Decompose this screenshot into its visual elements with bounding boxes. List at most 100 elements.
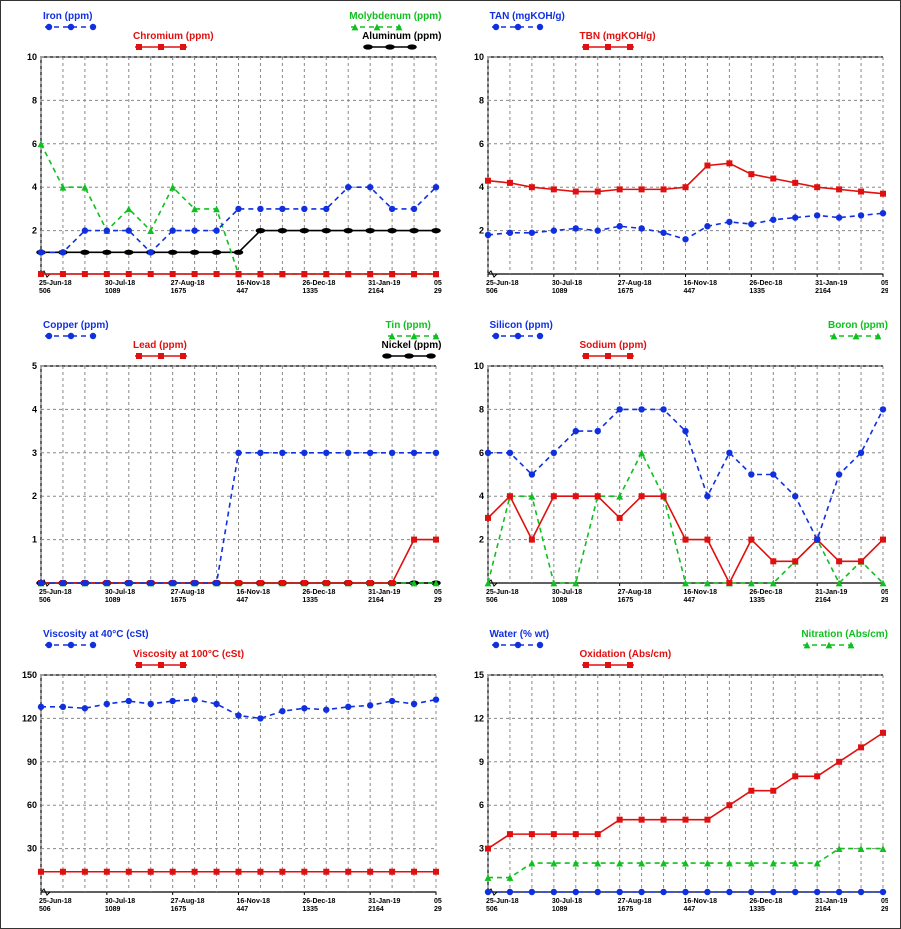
svg-text:31-Jan-19: 31-Jan-19: [815, 280, 847, 287]
svg-text:2: 2: [478, 226, 483, 236]
legend-item-blue: Iron (ppm): [43, 11, 99, 31]
svg-text:30-Jul-18: 30-Jul-18: [551, 280, 581, 287]
legend-label: Tin (ppm): [386, 320, 431, 331]
svg-text:6: 6: [478, 139, 483, 149]
svg-text:2934: 2934: [881, 597, 889, 604]
svg-text:25-Jun-18: 25-Jun-18: [486, 589, 519, 596]
svg-text:1089: 1089: [551, 597, 567, 604]
legend-label: Copper (ppm): [43, 320, 109, 331]
svg-text:447: 447: [683, 288, 695, 295]
legend-swatch: [801, 641, 857, 649]
svg-text:1089: 1089: [105, 597, 121, 604]
legend-item-green: Tin (ppm): [386, 320, 442, 340]
svg-text:8: 8: [478, 404, 483, 414]
svg-text:16-Nov-18: 16-Nov-18: [237, 589, 271, 596]
svg-text:27-Aug-18: 27-Aug-18: [617, 898, 651, 905]
chart-legend: TAN (mgKOH/g) TBN (mgKOH/g): [460, 11, 889, 53]
legend-label: Viscosity at 100°C (cSt): [133, 649, 244, 660]
legend-label: Boron (ppm): [828, 320, 888, 331]
svg-text:506: 506: [486, 597, 498, 604]
svg-text:30-Jul-18: 30-Jul-18: [105, 898, 135, 905]
svg-text:120: 120: [22, 713, 37, 723]
svg-text:2934: 2934: [434, 288, 442, 295]
svg-text:8: 8: [478, 95, 483, 105]
svg-text:25-Jun-18: 25-Jun-18: [486, 898, 519, 905]
legend-item-blue: TAN (mgKOH/g): [490, 11, 565, 31]
legend-swatch: [43, 23, 99, 31]
svg-text:1335: 1335: [749, 288, 765, 295]
svg-text:1089: 1089: [551, 906, 567, 913]
svg-text:26-Dec-18: 26-Dec-18: [302, 898, 335, 905]
plot-metals2: 1234525-Jun-1850630-Jul-18108927-Aug-181…: [13, 362, 442, 609]
chart-legend: Viscosity at 40°C (cSt) Viscosity at 100…: [13, 629, 442, 671]
svg-text:31-Jan-19: 31-Jan-19: [368, 589, 400, 596]
svg-text:90: 90: [27, 757, 37, 767]
svg-text:1089: 1089: [105, 288, 121, 295]
svg-text:447: 447: [683, 906, 695, 913]
legend-label: Lead (ppm): [133, 340, 187, 351]
chart-legend: Water (% wt) Nitration (Abs/cm) Oxidatio…: [460, 629, 889, 671]
legend-label: Nitration (Abs/cm): [801, 629, 888, 640]
svg-text:506: 506: [39, 288, 51, 295]
svg-text:2934: 2934: [434, 906, 442, 913]
svg-text:1335: 1335: [749, 906, 765, 913]
svg-text:1675: 1675: [617, 597, 633, 604]
svg-text:2934: 2934: [881, 906, 889, 913]
svg-text:16-Nov-18: 16-Nov-18: [237, 898, 271, 905]
legend-swatch: [43, 641, 99, 649]
plot-tan_tbn: 24681025-Jun-1850630-Jul-18108927-Aug-18…: [460, 53, 889, 300]
svg-text:4: 4: [32, 404, 37, 414]
svg-text:05-Mar-19: 05-Mar-19: [434, 280, 442, 287]
svg-text:25-Jun-18: 25-Jun-18: [39, 280, 72, 287]
svg-text:05-Mar-19: 05-Mar-19: [434, 898, 442, 905]
chart-legend: Silicon (ppm) Boron (ppm) Sodium (ppm): [460, 320, 889, 362]
svg-text:16-Nov-18: 16-Nov-18: [683, 589, 717, 596]
svg-text:26-Dec-18: 26-Dec-18: [302, 589, 335, 596]
svg-text:6: 6: [478, 448, 483, 458]
legend-swatch: [580, 352, 636, 360]
legend-item-red: Viscosity at 100°C (cSt): [133, 649, 244, 669]
panel-water_ox_nit: Water (% wt) Nitration (Abs/cm) Oxidatio…: [460, 629, 889, 918]
svg-text:31-Jan-19: 31-Jan-19: [815, 589, 847, 596]
legend-swatch: [133, 43, 189, 51]
svg-text:447: 447: [237, 597, 249, 604]
svg-text:2164: 2164: [368, 288, 384, 295]
legend-item-red: TBN (mgKOH/g): [580, 31, 656, 51]
svg-text:6: 6: [478, 800, 483, 810]
svg-text:3: 3: [478, 844, 483, 854]
legend-swatch: [580, 661, 636, 669]
svg-text:506: 506: [39, 597, 51, 604]
legend-item-blue: Silicon (ppm): [490, 320, 553, 340]
legend-label: TAN (mgKOH/g): [490, 11, 565, 22]
svg-text:2934: 2934: [434, 597, 442, 604]
legend-label: Molybdenum (ppm): [349, 11, 441, 22]
svg-text:1675: 1675: [171, 288, 187, 295]
legend-item-green: Boron (ppm): [828, 320, 888, 340]
svg-text:1089: 1089: [105, 906, 121, 913]
svg-text:10: 10: [27, 53, 37, 62]
svg-text:2164: 2164: [815, 597, 831, 604]
svg-text:30: 30: [27, 844, 37, 854]
svg-text:4: 4: [32, 182, 37, 192]
svg-text:26-Dec-18: 26-Dec-18: [749, 280, 782, 287]
chart-legend: Copper (ppm) Tin (ppm) Lead (ppm) Nickel…: [13, 320, 442, 362]
svg-text:1675: 1675: [617, 906, 633, 913]
svg-text:27-Aug-18: 27-Aug-18: [171, 898, 205, 905]
legend-label: Sodium (ppm): [580, 340, 647, 351]
svg-text:05-Mar-19: 05-Mar-19: [881, 280, 889, 287]
legend-label: Water (% wt): [490, 629, 550, 640]
legend-swatch: [490, 23, 546, 31]
svg-text:26-Dec-18: 26-Dec-18: [749, 898, 782, 905]
svg-text:1: 1: [32, 535, 37, 545]
panel-tan_tbn: TAN (mgKOH/g) TBN (mgKOH/g) 24681025-Jun…: [460, 11, 889, 300]
legend-label: TBN (mgKOH/g): [580, 31, 656, 42]
legend-swatch: [349, 23, 405, 31]
svg-text:2934: 2934: [881, 288, 889, 295]
svg-text:6: 6: [32, 139, 37, 149]
plot-water_ox_nit: 369121525-Jun-1850630-Jul-18108927-Aug-1…: [460, 671, 889, 918]
svg-text:16-Nov-18: 16-Nov-18: [683, 898, 717, 905]
svg-text:447: 447: [237, 288, 249, 295]
legend-item-red: Sodium (ppm): [580, 340, 647, 360]
svg-text:447: 447: [237, 906, 249, 913]
svg-text:4: 4: [478, 182, 483, 192]
